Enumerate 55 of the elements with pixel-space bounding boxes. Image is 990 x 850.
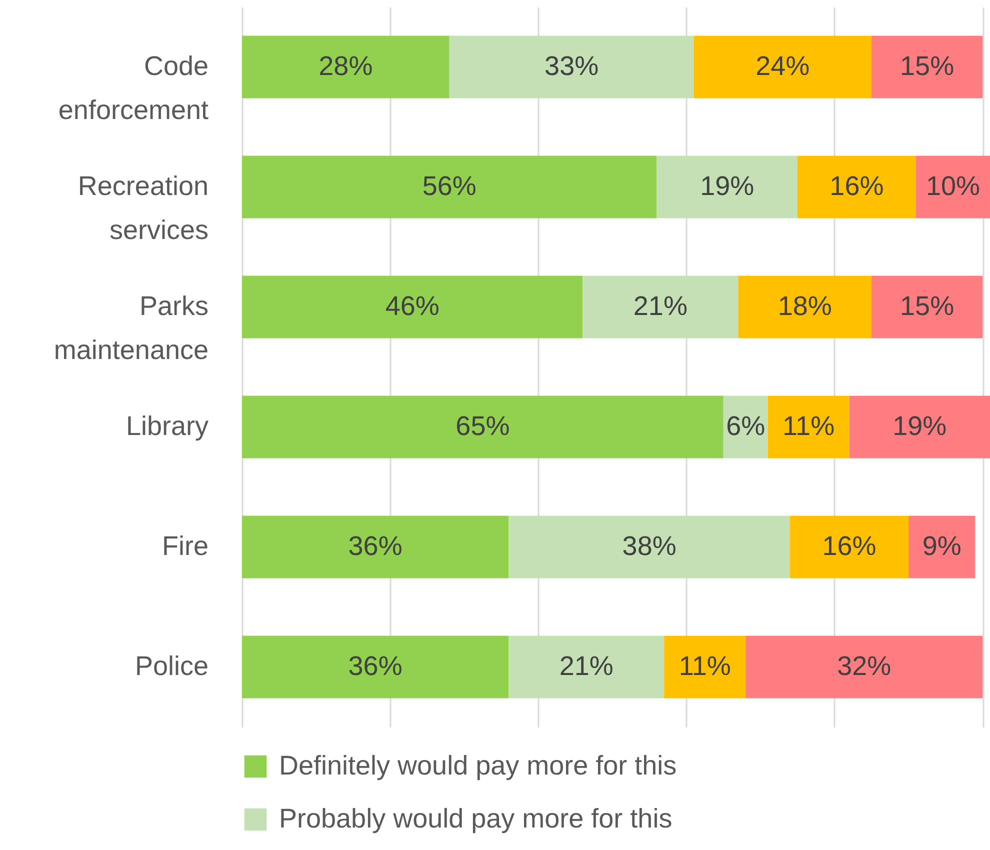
data-label: 19% <box>700 171 754 201</box>
bar <box>242 156 657 218</box>
data-label: 38% <box>622 531 676 561</box>
data-label: 11% <box>678 651 731 681</box>
bar <box>582 276 738 338</box>
data-label: 32% <box>837 651 892 681</box>
bar <box>849 396 990 458</box>
data-label: 11% <box>782 411 835 441</box>
data-label: 36% <box>348 531 402 561</box>
bar <box>664 636 746 698</box>
bar <box>790 516 909 578</box>
legend-label: Probably would pay more for this <box>279 804 672 834</box>
data-label: 16% <box>830 171 884 201</box>
bar <box>908 516 976 578</box>
data-label: 18% <box>778 291 832 321</box>
bar <box>656 156 798 218</box>
y-tick-label: Library <box>126 411 209 441</box>
legend-label: Definitely would pay more for this <box>279 750 677 780</box>
bar <box>242 516 509 578</box>
bar <box>242 276 583 338</box>
bar <box>916 156 990 218</box>
y-tick-label: Police <box>134 651 208 681</box>
y-tick-label: Recreation services <box>78 171 208 245</box>
data-label: 65% <box>456 411 510 441</box>
bar <box>242 36 450 98</box>
bar <box>872 276 983 338</box>
data-label: 21% <box>633 291 688 321</box>
data-label: 46% <box>385 291 440 321</box>
bar <box>242 396 724 458</box>
data-label: 28% <box>318 51 373 81</box>
data-label: 36% <box>348 651 402 681</box>
bar <box>508 636 664 698</box>
data-label: 21% <box>559 651 614 681</box>
y-tick-label: Code enforcement <box>58 51 209 125</box>
y-tick-label: Parks maintenance <box>54 291 208 365</box>
data-label: 19% <box>892 411 947 441</box>
bar <box>797 156 916 218</box>
bar <box>242 636 509 698</box>
data-label: 16% <box>822 531 876 561</box>
bar <box>694 36 872 98</box>
bar <box>738 276 872 338</box>
data-label: 9% <box>922 531 962 561</box>
data-label: 24% <box>756 51 810 81</box>
bar <box>449 36 694 98</box>
data-label: 15% <box>900 291 954 321</box>
bar <box>508 516 790 578</box>
bar <box>872 36 983 98</box>
data-label: 56% <box>422 171 476 201</box>
bar <box>746 636 983 698</box>
data-label: 15% <box>900 51 954 81</box>
data-label: 33% <box>544 51 599 81</box>
data-label: 10% <box>926 171 980 201</box>
bar <box>768 396 850 458</box>
data-label: 6% <box>726 411 766 441</box>
y-tick-label: Fire <box>162 531 208 561</box>
